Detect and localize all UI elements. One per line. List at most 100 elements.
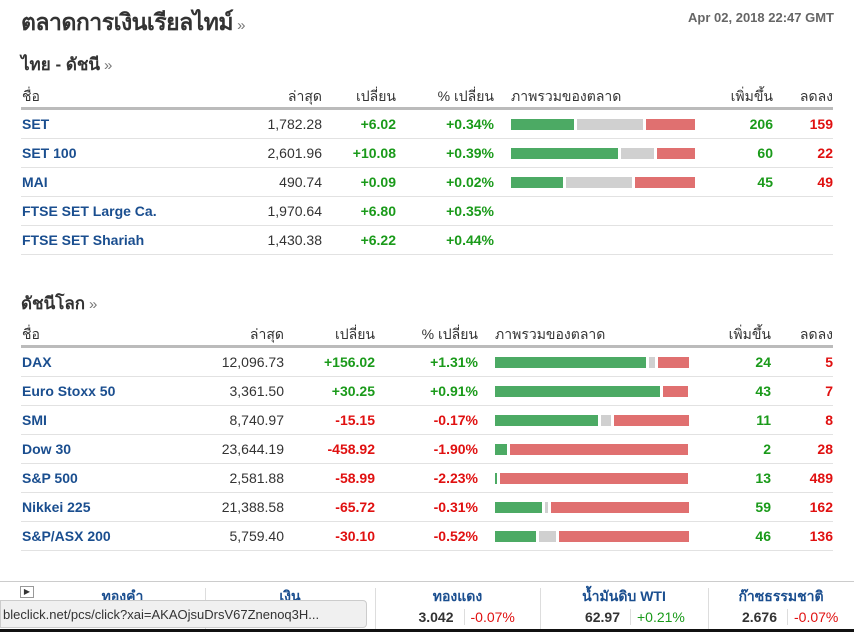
advancing-count: 60 <box>757 145 773 161</box>
commodity-change: -0.07% <box>463 609 515 625</box>
more-arrow[interactable]: » <box>89 296 98 313</box>
change-value: +6.80 <box>360 203 396 219</box>
bar-unchanged <box>538 531 557 542</box>
pct-change-value: +0.02% <box>446 174 494 190</box>
last-value: 2,601.96 <box>267 145 323 161</box>
header-change[interactable]: เปลี่ยน <box>355 88 396 104</box>
commodity-change: -0.07% <box>787 609 838 625</box>
bar-declining <box>662 386 689 397</box>
bar-unchanged <box>576 119 643 130</box>
table-row[interactable]: SMI 8,740.97 -15.15 -0.17% 11 8 <box>21 406 833 435</box>
market-breadth-bar <box>511 119 696 130</box>
declining-count: 136 <box>809 528 833 544</box>
bar-unchanged <box>565 177 632 188</box>
index-name-link[interactable]: DAX <box>22 354 52 370</box>
commodity-item[interactable]: ทองแดง <box>375 586 540 608</box>
more-arrow[interactable]: » <box>237 17 245 34</box>
declining-count: 159 <box>809 116 833 132</box>
pct-change-value: +0.35% <box>446 203 494 219</box>
timestamp: Apr 02, 2018 22:47 GMT <box>688 10 834 25</box>
table-row[interactable]: FTSE SET Shariah 1,430.38 +6.22 +0.44% <box>21 226 833 255</box>
table-row[interactable]: Euro Stoxx 50 3,361.50 +30.25 +0.91% 43 7 <box>21 377 833 406</box>
bar-declining <box>658 357 690 368</box>
commodity-item[interactable]: ก๊าซธรรมชาติ <box>708 586 854 608</box>
market-breadth-bar <box>495 386 689 397</box>
pct-change-value: -1.90% <box>433 441 478 457</box>
table-row[interactable]: Nikkei 225 21,388.58 -65.72 -0.31% 59 162 <box>21 493 833 522</box>
header-name[interactable]: ชื่อ <box>22 88 40 104</box>
index-name-link[interactable]: FTSE SET Shariah <box>22 232 145 248</box>
change-value: +6.02 <box>360 116 396 132</box>
world-section-title[interactable]: ดัชนีโลก» <box>21 290 97 317</box>
table-row[interactable]: S&P/ASX 200 5,759.40 -30.10 -0.52% 46 136 <box>21 522 833 551</box>
last-value: 3,361.50 <box>229 383 285 399</box>
market-breadth-bar <box>495 531 690 542</box>
last-value: 23,644.19 <box>221 441 284 457</box>
header-pct[interactable]: % เปลี่ยน <box>421 326 478 342</box>
table-row[interactable]: SET 1,782.28 +6.02 +0.34% 206 159 <box>21 110 833 139</box>
index-name-link[interactable]: SET <box>22 116 50 132</box>
page-title[interactable]: ตลาดการเงินเรียลไทม์» <box>21 5 245 41</box>
divider <box>375 588 376 632</box>
header-pct[interactable]: % เปลี่ยน <box>437 88 494 104</box>
table-row[interactable]: SET 100 2,601.96 +10.08 +0.39% 60 22 <box>21 139 833 168</box>
header-change[interactable]: เปลี่ยน <box>334 326 375 342</box>
bar-advancing <box>495 357 647 368</box>
index-name-link[interactable]: S&P/ASX 200 <box>22 528 111 544</box>
header-last[interactable]: ล่าสุด <box>249 326 284 342</box>
index-name-link[interactable]: SET 100 <box>22 145 77 161</box>
change-value: +6.22 <box>360 232 396 248</box>
bar-declining <box>613 415 690 426</box>
commodity-label: ก๊าซธรรมชาติ <box>738 588 824 604</box>
change-value: +156.02 <box>324 354 375 370</box>
commodity-item[interactable]: น้ำมันดิบ WTI <box>540 586 708 608</box>
index-name-link[interactable]: Dow 30 <box>22 441 72 457</box>
bar-declining <box>499 473 689 484</box>
market-breadth-bar <box>511 177 696 188</box>
table-row[interactable]: Dow 30 23,644.19 -458.92 -1.90% 2 28 <box>21 435 833 464</box>
bar-declining <box>551 502 690 513</box>
thai-section-title[interactable]: ไทย - ดัชนี» <box>21 51 112 78</box>
bar-advancing <box>511 148 618 159</box>
index-name-link[interactable]: Nikkei 225 <box>22 499 91 515</box>
bar-declining <box>656 148 696 159</box>
bar-declining <box>559 531 690 542</box>
more-arrow[interactable]: » <box>104 57 113 74</box>
index-name-link[interactable]: MAI <box>22 174 48 190</box>
header-last[interactable]: ล่าสุด <box>287 88 322 104</box>
header-name[interactable]: ชื่อ <box>22 326 40 342</box>
header-down[interactable]: ลดลง <box>799 88 833 104</box>
commodity-value: 3.042 <box>418 609 454 625</box>
header-overview[interactable]: ภาพรวมของตลาด <box>495 326 606 342</box>
change-value: -15.15 <box>335 412 375 428</box>
advancing-count: 24 <box>755 354 771 370</box>
index-name-link[interactable]: S&P 500 <box>22 470 78 486</box>
commodity-label: น้ำมันดิบ WTI <box>582 588 666 604</box>
play-icon[interactable]: ▶ <box>20 586 34 598</box>
index-name-link[interactable]: Euro Stoxx 50 <box>22 383 116 399</box>
commodity-value: 62.97 <box>584 609 620 625</box>
bar-advancing <box>495 386 660 397</box>
index-name-link[interactable]: FTSE SET Large Ca. <box>22 203 157 219</box>
table-row[interactable]: MAI 490.74 +0.09 +0.02% 45 49 <box>21 168 833 197</box>
change-value: -458.92 <box>327 441 375 457</box>
header-up[interactable]: เพิ่มขึ้น <box>730 88 773 104</box>
change-value: -58.99 <box>335 470 375 486</box>
bar-unchanged <box>544 502 549 513</box>
pct-change-value: +0.91% <box>430 383 478 399</box>
table-row[interactable]: DAX 12,096.73 +156.02 +1.31% 24 5 <box>21 348 833 377</box>
pct-change-value: -0.31% <box>433 499 478 515</box>
table-row[interactable]: S&P 500 2,581.88 -58.99 -2.23% 13 489 <box>21 464 833 493</box>
pct-change-value: -0.17% <box>433 412 478 428</box>
last-value: 1,970.64 <box>267 203 323 219</box>
header-down[interactable]: ลดลง <box>799 326 833 342</box>
advancing-count: 46 <box>755 528 771 544</box>
table-row[interactable]: FTSE SET Large Ca. 1,970.64 +6.80 +0.35% <box>21 197 833 226</box>
bar-unchanged <box>620 148 654 159</box>
bar-declining <box>634 177 696 188</box>
index-name-link[interactable]: SMI <box>22 412 47 428</box>
declining-count: 8 <box>825 412 833 428</box>
header-up[interactable]: เพิ่มขึ้น <box>728 326 771 342</box>
pct-change-value: +0.44% <box>446 232 494 248</box>
header-overview[interactable]: ภาพรวมของตลาด <box>511 88 622 104</box>
